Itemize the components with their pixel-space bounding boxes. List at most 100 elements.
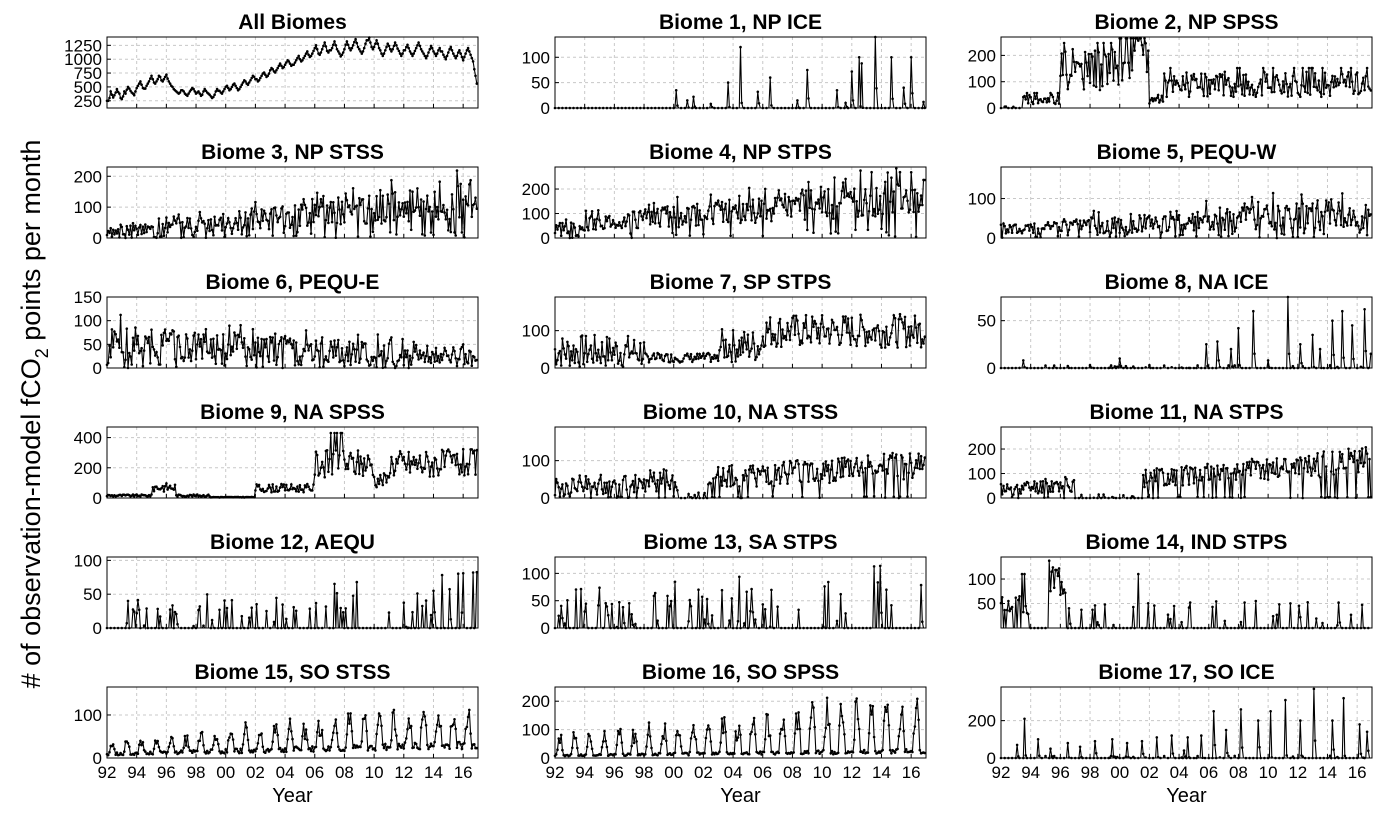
data-point (806, 68, 809, 72)
data-point (1067, 485, 1071, 489)
data-point (366, 39, 370, 42)
data-point (632, 338, 636, 342)
data-point (142, 624, 146, 627)
data-point (1278, 209, 1281, 213)
data-point (1101, 221, 1104, 225)
data-point (669, 216, 673, 219)
data-point (124, 358, 127, 362)
data-point (379, 188, 382, 192)
data-point (1146, 495, 1150, 499)
data-point (432, 744, 435, 748)
data-point (1233, 467, 1236, 471)
data-point (1322, 232, 1326, 236)
data-point (785, 338, 788, 342)
data-point (1052, 754, 1056, 758)
data-point (362, 219, 366, 223)
data-point (349, 363, 352, 367)
data-point (330, 345, 334, 349)
data-point (1263, 477, 1266, 481)
data-point (1051, 224, 1055, 228)
data-point (1143, 37, 1146, 40)
data-point (913, 725, 917, 728)
data-point (1206, 364, 1209, 368)
data-point (1290, 462, 1293, 466)
data-point (375, 194, 378, 198)
data-point (424, 354, 428, 358)
data-point (461, 572, 465, 575)
data-point (381, 483, 385, 487)
data-point (340, 431, 344, 435)
data-point (792, 199, 795, 202)
data-point (652, 594, 656, 598)
data-point (324, 605, 328, 608)
data-point (303, 54, 307, 58)
data-point (402, 601, 406, 604)
data-point (361, 346, 365, 349)
data-point (246, 83, 250, 86)
data-point (621, 605, 625, 609)
data-point (907, 211, 910, 214)
data-point (449, 360, 453, 364)
data-point (144, 87, 147, 90)
y-tick-label: 100 (968, 570, 996, 589)
data-point (747, 468, 751, 472)
data-point (304, 329, 308, 332)
data-point (287, 211, 291, 214)
x-tick-label: 10 (813, 763, 832, 782)
data-point (449, 45, 453, 49)
data-point (1334, 468, 1338, 472)
panel-title: Biome 3, NP STSS (201, 141, 384, 164)
data-point (1219, 235, 1223, 238)
data-point (334, 354, 338, 357)
data-point (1093, 49, 1097, 52)
data-point (348, 455, 351, 458)
data-point (118, 346, 121, 350)
data-point (245, 364, 248, 368)
data-point (459, 743, 463, 746)
data-point (402, 215, 406, 218)
data-point (340, 347, 344, 350)
data-point (266, 747, 270, 751)
data-point (598, 586, 601, 589)
data-point (642, 341, 646, 344)
data-point (846, 192, 850, 195)
data-point (1238, 66, 1241, 70)
data-point (859, 466, 862, 470)
data-point (647, 203, 651, 207)
data-point (203, 340, 206, 344)
data-point (786, 321, 789, 325)
data-point (844, 612, 847, 615)
data-point (147, 752, 151, 756)
data-point (1306, 601, 1309, 604)
data-point (1185, 71, 1188, 74)
data-point (205, 749, 209, 753)
data-point (564, 482, 568, 485)
data-point (1036, 101, 1040, 105)
data-point (376, 42, 380, 45)
data-point (182, 746, 185, 750)
data-point (812, 231, 815, 234)
data-point (656, 207, 659, 211)
data-point (249, 213, 252, 216)
data-point (275, 596, 278, 600)
data-point (871, 472, 875, 475)
data-point (1087, 218, 1091, 222)
data-point (794, 314, 798, 318)
data-point (439, 467, 443, 471)
data-point (618, 732, 621, 736)
data-point (686, 352, 689, 356)
data-point (616, 224, 620, 227)
data-point (1075, 218, 1078, 221)
data-point (605, 481, 609, 485)
y-tick-label: 150 (74, 288, 102, 307)
data-point (412, 340, 416, 344)
data-point (683, 214, 687, 218)
data-point (416, 44, 419, 47)
data-point (156, 77, 159, 81)
data-point (397, 742, 401, 746)
data-point (443, 465, 446, 469)
data-point (1303, 90, 1307, 93)
data-point (808, 727, 812, 730)
data-point (650, 746, 653, 750)
